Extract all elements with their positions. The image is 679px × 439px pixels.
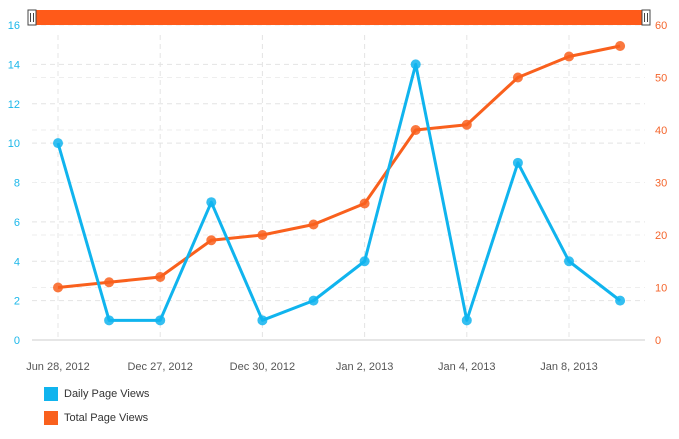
- right-axis: 0 10 20 30 40 50 60: [655, 20, 667, 347]
- x-tick-label: Jun 28, 2012: [26, 361, 90, 373]
- series-layer: [53, 41, 626, 326]
- right-tick-label: 40: [655, 125, 667, 137]
- x-axis: Jun 28, 2012 Dec 27, 2012 Dec 30, 2012 Jan …: [26, 361, 598, 373]
- grid-lines: [32, 24, 645, 341]
- legend-label-total: Total Page Views: [64, 412, 149, 424]
- point-daily: [461, 315, 472, 326]
- point-total: [155, 272, 166, 282]
- point-total: [564, 51, 574, 62]
- x-tick-label: Dec 30, 2012: [230, 361, 295, 373]
- series-line-total: [57, 44, 621, 289]
- right-tick-label: 50: [655, 73, 667, 85]
- point-daily: [104, 315, 115, 326]
- right-tick-label: 30: [655, 178, 667, 190]
- legend-label-daily: Daily Page Views: [64, 388, 150, 400]
- handle-box: [27, 9, 37, 26]
- left-tick-label: 8: [14, 178, 20, 190]
- range-handle-right[interactable]: [641, 9, 651, 26]
- left-tick-label: 6: [14, 217, 20, 229]
- point-daily: [206, 197, 217, 208]
- left-tick-label: 10: [8, 138, 20, 150]
- range-selector[interactable]: [27, 9, 651, 26]
- legend-swatch-total: [44, 411, 58, 425]
- point-total: [359, 198, 370, 209]
- point-total: [53, 282, 63, 293]
- point-daily: [257, 315, 268, 326]
- left-tick-label: 12: [8, 99, 20, 111]
- range-selector-bar: [32, 10, 646, 25]
- legend-item-daily[interactable]: Daily Page Views: [44, 386, 149, 402]
- point-total: [206, 235, 217, 246]
- legend-item-total[interactable]: Total Page Views: [44, 410, 149, 426]
- left-tick-label: 0: [14, 335, 20, 347]
- handle-box: [641, 9, 651, 26]
- left-tick-label: 14: [8, 59, 20, 71]
- point-total: [410, 125, 421, 135]
- x-tick-label: Jan 8, 2013: [540, 361, 598, 373]
- point-daily: [615, 295, 626, 306]
- x-tick-label: Dec 27, 2012: [127, 361, 192, 373]
- point-total: [257, 230, 268, 240]
- x-tick-label: Jan 2, 2013: [336, 361, 394, 373]
- point-total: [104, 277, 115, 288]
- left-tick-label: 4: [14, 256, 20, 268]
- point-daily: [155, 315, 166, 326]
- point-total: [512, 72, 523, 83]
- x-tick-label: Jan 4, 2013: [438, 361, 496, 373]
- left-axis: 0 2 4 6 8 10 12 14 16: [8, 20, 20, 347]
- point-daily: [512, 157, 523, 168]
- right-tick-label: 60: [655, 20, 667, 32]
- point-daily: [308, 295, 319, 306]
- point-total: [461, 119, 472, 130]
- series-line-daily: [56, 62, 622, 322]
- right-tick-label: 0: [655, 335, 661, 347]
- legend-swatch-daily: [44, 387, 58, 401]
- point-daily: [410, 59, 421, 70]
- point-total: [308, 219, 319, 230]
- legend: Daily Page Views Total Page Views: [44, 386, 149, 434]
- right-tick-label: 10: [655, 283, 667, 295]
- point-daily: [359, 256, 370, 267]
- point-total: [615, 41, 626, 51]
- left-tick-label: 2: [14, 296, 20, 308]
- right-tick-label: 20: [655, 230, 667, 242]
- range-handle-left[interactable]: [27, 9, 37, 26]
- point-daily: [53, 138, 63, 149]
- point-daily: [564, 256, 574, 267]
- left-tick-label: 16: [8, 20, 20, 32]
